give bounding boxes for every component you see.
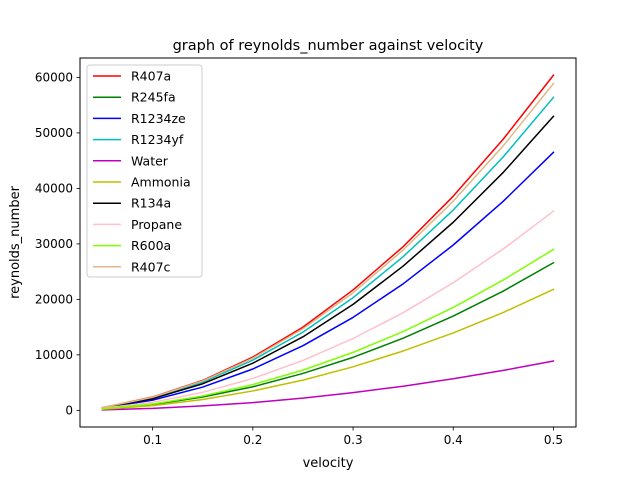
series-line-water — [101, 360, 555, 411]
legend-label-r407a: R407a — [131, 69, 171, 84]
plot-lines — [101, 74, 555, 411]
series-line-r134a — [101, 115, 555, 409]
series-line-r407c — [101, 82, 555, 409]
x-axis-ticks: 0.1 0.2 0.3 0.4 0.5 — [143, 427, 563, 447]
y-tick-label: 50000 — [35, 126, 73, 140]
x-tick-label: 0.5 — [544, 433, 563, 447]
y-axis-label: reynolds_number — [8, 185, 23, 298]
series-line-r1234yf — [101, 96, 555, 409]
x-tick-label: 0.1 — [143, 433, 162, 447]
legend-label-propane: Propane — [131, 217, 182, 232]
series-line-ammonia — [101, 288, 555, 411]
chart-title: graph of reynolds_number against velocit… — [173, 38, 484, 54]
legend-items: R407a R245fa R1234ze R1234yf Water Ammonia R13… — [93, 69, 191, 274]
legend-label-r1234ze: R1234ze — [131, 111, 186, 126]
legend-label-r407c: R407c — [131, 259, 171, 274]
y-tick-label: 10000 — [35, 348, 73, 362]
series-line-r600a — [101, 248, 555, 410]
legend-label-r245fa: R245fa — [131, 90, 176, 105]
legend-label-r1234yf: R1234yf — [131, 132, 184, 147]
y-tick-label: 0 — [65, 404, 73, 418]
series-line-r245fa — [101, 261, 555, 410]
y-axis-ticks: 0 10000 20000 30000 40000 50000 60000 — [35, 71, 80, 418]
x-axis-label: velocity — [303, 456, 354, 471]
legend-label-r134a: R134a — [131, 196, 171, 211]
x-tick-label: 0.2 — [243, 433, 262, 447]
series-line-r1234ze — [101, 151, 555, 409]
x-tick-label: 0.3 — [344, 433, 363, 447]
y-tick-label: 20000 — [35, 293, 73, 307]
legend-label-r600a: R600a — [131, 238, 171, 253]
legend-label-ammonia: Ammonia — [131, 175, 191, 190]
y-tick-label: 40000 — [35, 182, 73, 196]
y-tick-label: 30000 — [35, 237, 73, 251]
legend-label-water: Water — [131, 153, 169, 168]
axes-frame — [79, 57, 577, 428]
series-line-propane — [101, 210, 555, 410]
legend: R407a R245fa R1234ze R1234yf Water Ammonia R13… — [86, 64, 203, 278]
x-tick-label: 0.4 — [444, 433, 463, 447]
y-tick-label: 60000 — [35, 71, 73, 85]
